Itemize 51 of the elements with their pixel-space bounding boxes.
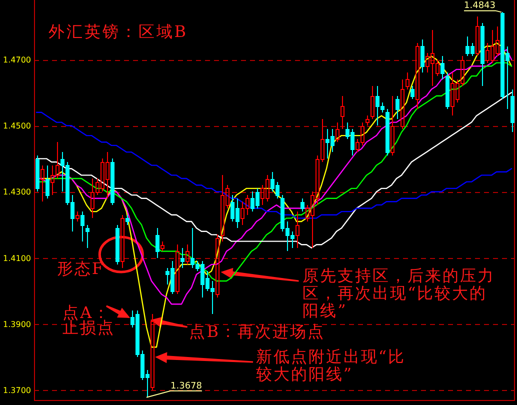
candlestick [110, 158, 114, 206]
candlestick [476, 16, 480, 57]
candlestick [420, 39, 424, 74]
y-tick-label: 1.4500 [3, 122, 31, 131]
candlestick [180, 247, 184, 268]
candlestick [156, 228, 160, 258]
candlestick [46, 164, 50, 199]
candlestick [370, 85, 374, 120]
candlestick [386, 108, 390, 156]
candlestick [410, 85, 414, 100]
candlestick [40, 164, 44, 202]
candlestick [440, 56, 444, 80]
candlestick [80, 211, 84, 242]
line-series [36, 112, 512, 219]
annotation: 1.4843 [464, 1, 496, 12]
y-tick-label: 1.4700 [3, 56, 31, 65]
candlestick [446, 72, 450, 110]
line-series [36, 92, 512, 249]
candlestick [160, 240, 164, 252]
text: 外汇英镑：区域B [48, 22, 188, 41]
candlestick [76, 211, 80, 222]
candlestick [406, 72, 410, 90]
candlestick [340, 95, 344, 130]
candlestick [510, 88, 514, 133]
candlestick [86, 224, 90, 248]
annotation: 原先支持区，后来的压力区，再次出现“比较大的阳线” [302, 266, 496, 320]
candlestick [480, 22, 484, 86]
candlestick [116, 224, 120, 265]
y-tick-label: 1.4100 [3, 254, 31, 263]
candlestick [336, 122, 340, 143]
y-tick-label: 1.3700 [3, 386, 31, 396]
y-tick-label: 1.3900 [3, 320, 31, 329]
line-series [40, 42, 512, 348]
y-tick-label: 1.4300 [3, 188, 31, 197]
annotation: 新低点附近出现“比较大的阳线” [256, 347, 406, 384]
candlestick [120, 214, 124, 268]
annotation: 1.3678 [170, 381, 202, 392]
candlestick [366, 115, 370, 126]
candlestick [126, 214, 130, 226]
candlestick [150, 314, 154, 391]
candlestick [296, 211, 300, 248]
candlestick [186, 244, 190, 265]
candlestick [176, 244, 180, 295]
candlestick [300, 198, 304, 212]
candlestick [416, 42, 420, 110]
candlestick [36, 154, 40, 192]
annotation: 点B：再次进场点 [189, 322, 326, 341]
candlestick [400, 78, 404, 130]
candlestick [216, 234, 220, 298]
candlestick [396, 95, 400, 120]
candlestick [390, 95, 394, 156]
